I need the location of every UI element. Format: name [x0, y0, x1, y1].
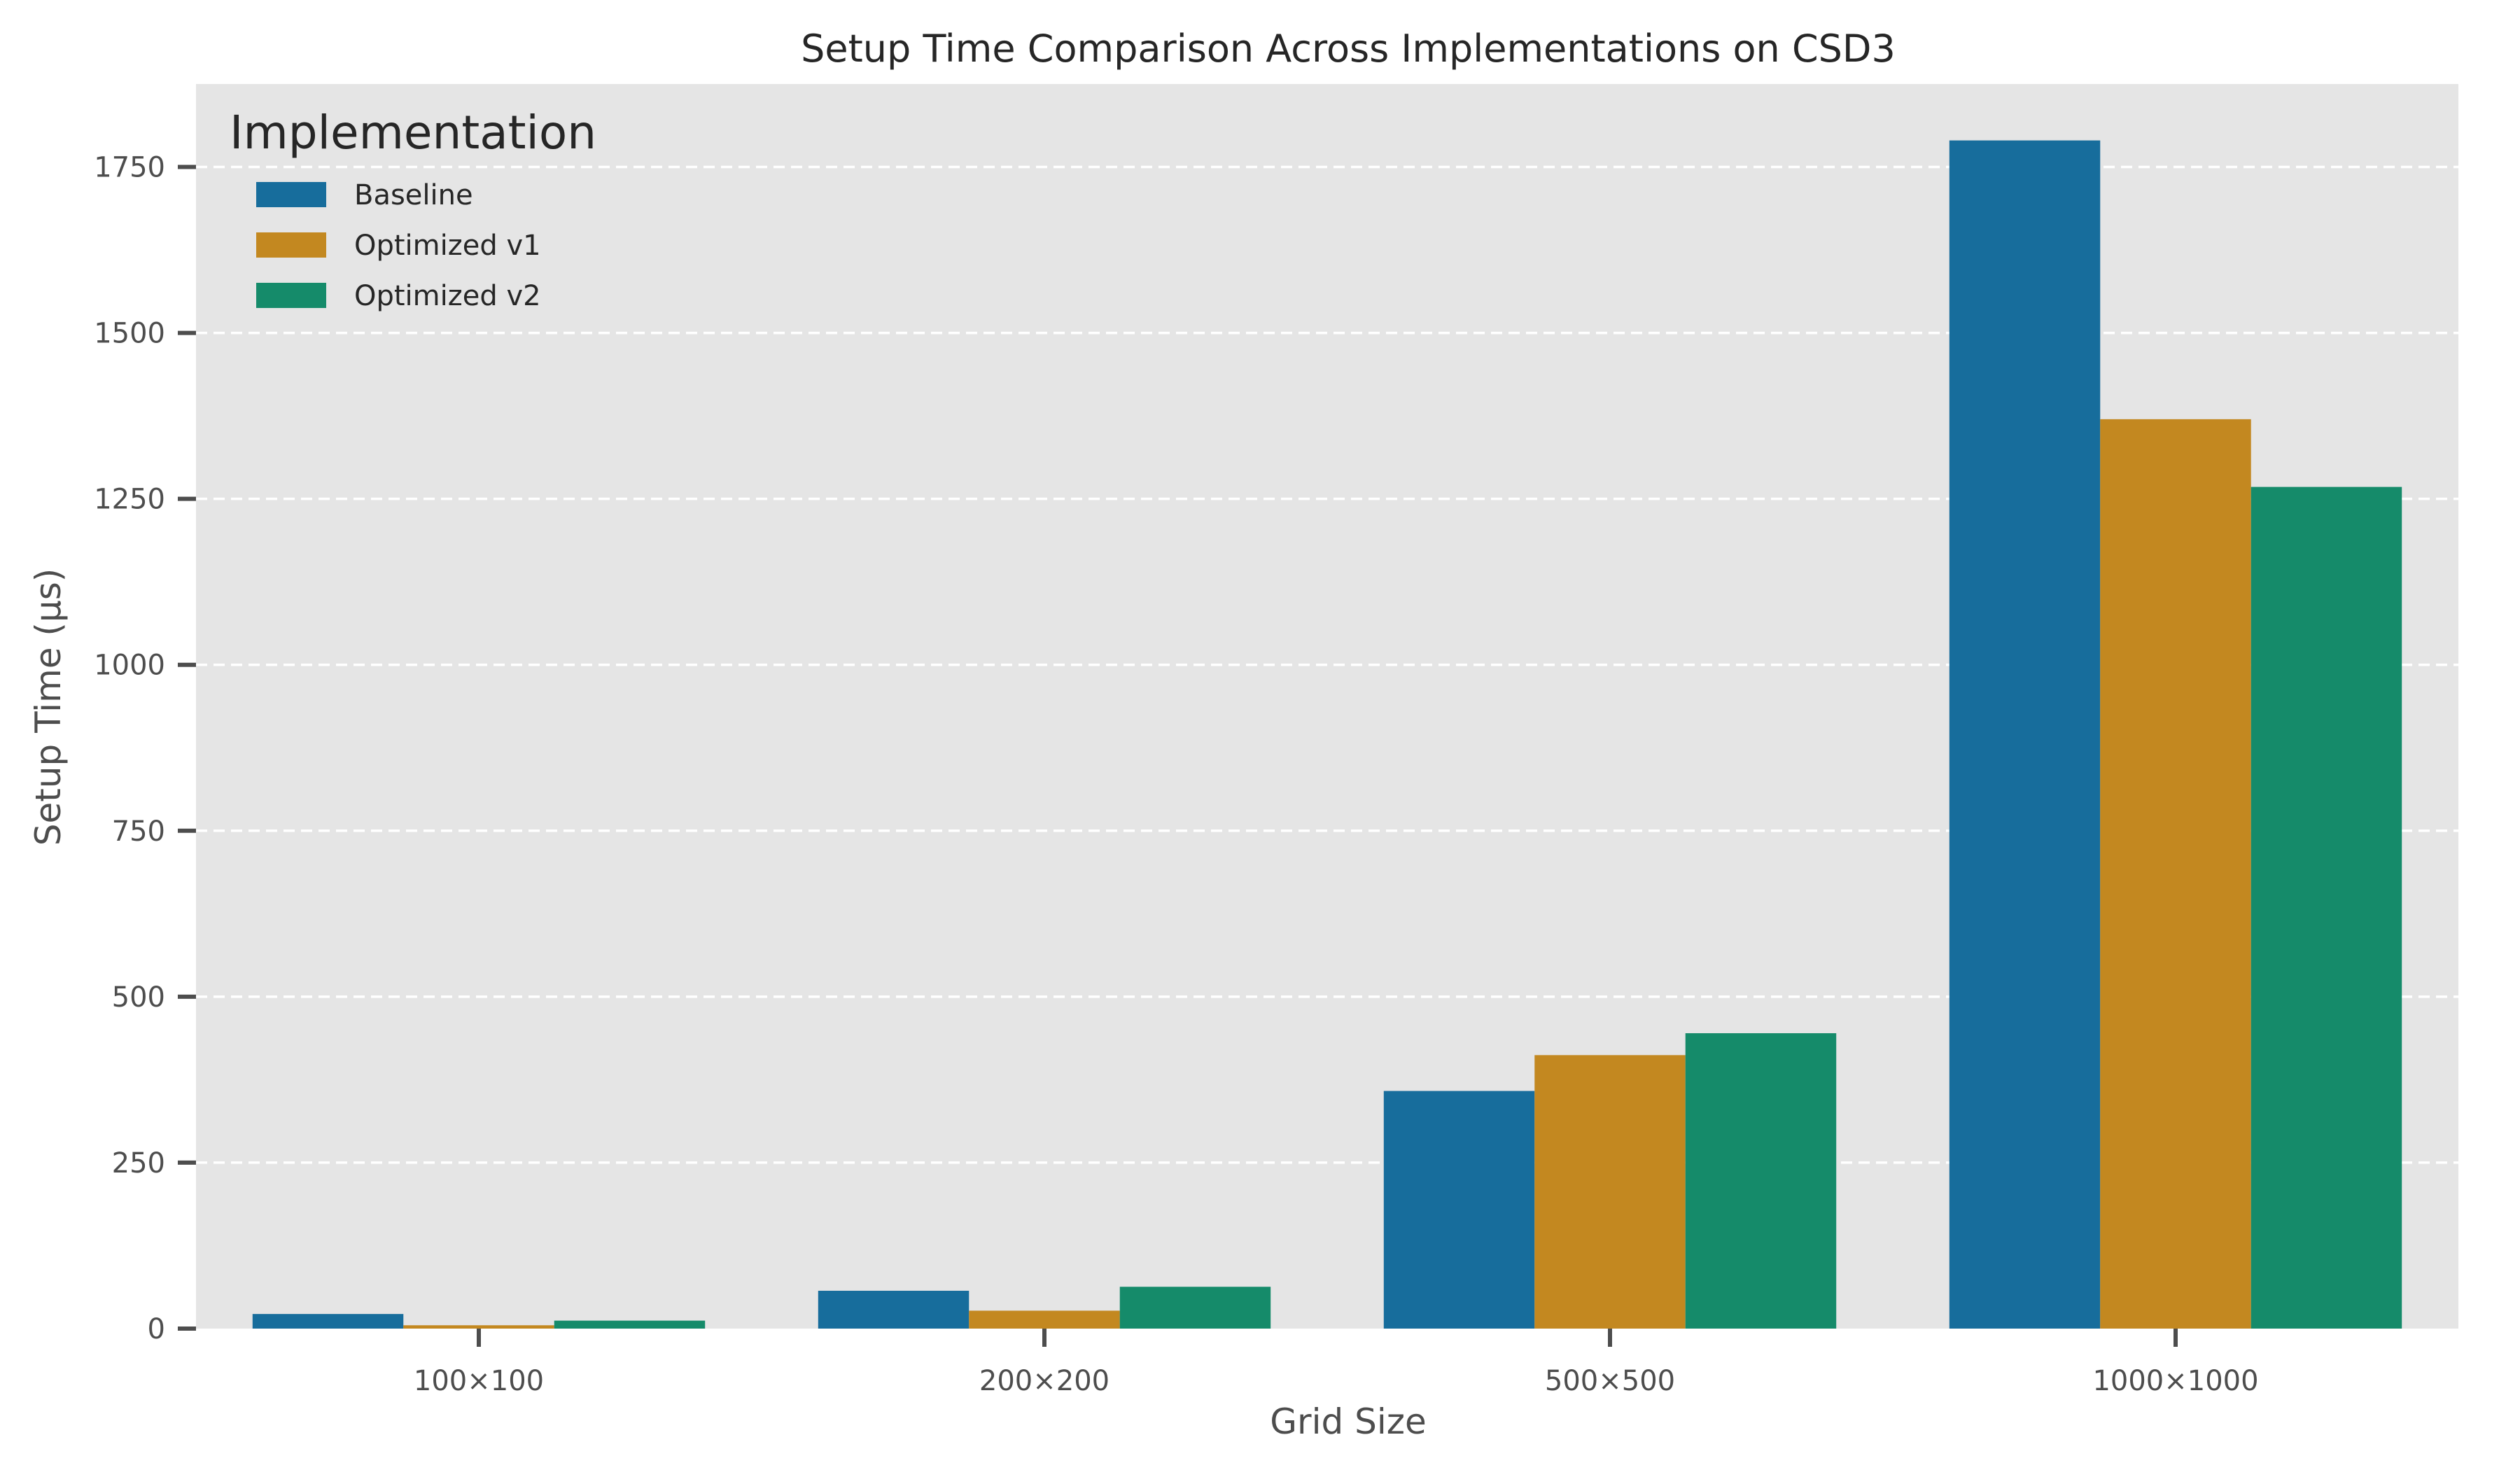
- bar-baseline-0: [252, 1314, 404, 1329]
- y-tick-label: 1750: [94, 152, 165, 184]
- y-axis-label: Setup Time (µs): [28, 568, 69, 846]
- bar-optimized-v2-3: [2250, 486, 2402, 1329]
- bar-optimized-v1-0: [403, 1325, 554, 1329]
- x-tick-label: 1000×1000: [2092, 1365, 2258, 1397]
- bar-optimized-v1-1: [969, 1310, 1120, 1329]
- bar-optimized-v2-2: [1685, 1033, 1837, 1329]
- legend-label-baseline: Baseline: [354, 179, 473, 211]
- legend-swatch-optimized-v1: [256, 232, 326, 258]
- legend-label-optimized-v2: Optimized v2: [354, 280, 541, 312]
- x-tick-label: 100×100: [414, 1365, 544, 1397]
- legend-swatch-baseline: [256, 182, 326, 207]
- legend-title: Implementation: [230, 106, 596, 160]
- bar-baseline-1: [818, 1290, 969, 1329]
- bar-optimized-v1-3: [2100, 419, 2251, 1329]
- y-tick-label: 1500: [94, 318, 165, 350]
- bar-optimized-v1-2: [1534, 1055, 1686, 1329]
- bars: [252, 140, 2402, 1329]
- x-axis-label: Grid Size: [1270, 1401, 1426, 1442]
- axes: 0 250 500 750 1000 1250 1500 1750 100×100 200×200…: [94, 152, 2258, 1397]
- legend: Implementation Baseline Optimized v1 Optim…: [230, 106, 596, 312]
- gridlines: [196, 165, 2458, 1164]
- y-tick-label: 0: [148, 1313, 165, 1345]
- y-tick-label: 500: [112, 981, 165, 1014]
- x-tick-label: 500×500: [1545, 1365, 1675, 1397]
- bar-optimized-v2-1: [1119, 1287, 1271, 1329]
- y-tick-label: 1000: [94, 650, 165, 682]
- bar-baseline-2: [1383, 1091, 1535, 1329]
- y-tick-label: 250: [112, 1147, 165, 1180]
- bar-baseline-3: [1949, 140, 2101, 1329]
- x-tick-label: 200×200: [979, 1365, 1110, 1397]
- y-tick-label: 750: [112, 816, 165, 848]
- chart-title: Setup Time Comparison Across Implementat…: [801, 27, 1896, 71]
- bar-optimized-v2-0: [554, 1320, 706, 1329]
- legend-label-optimized-v1: Optimized v1: [354, 230, 541, 262]
- legend-swatch-optimized-v2: [256, 283, 326, 308]
- y-tick-label: 1250: [94, 484, 165, 516]
